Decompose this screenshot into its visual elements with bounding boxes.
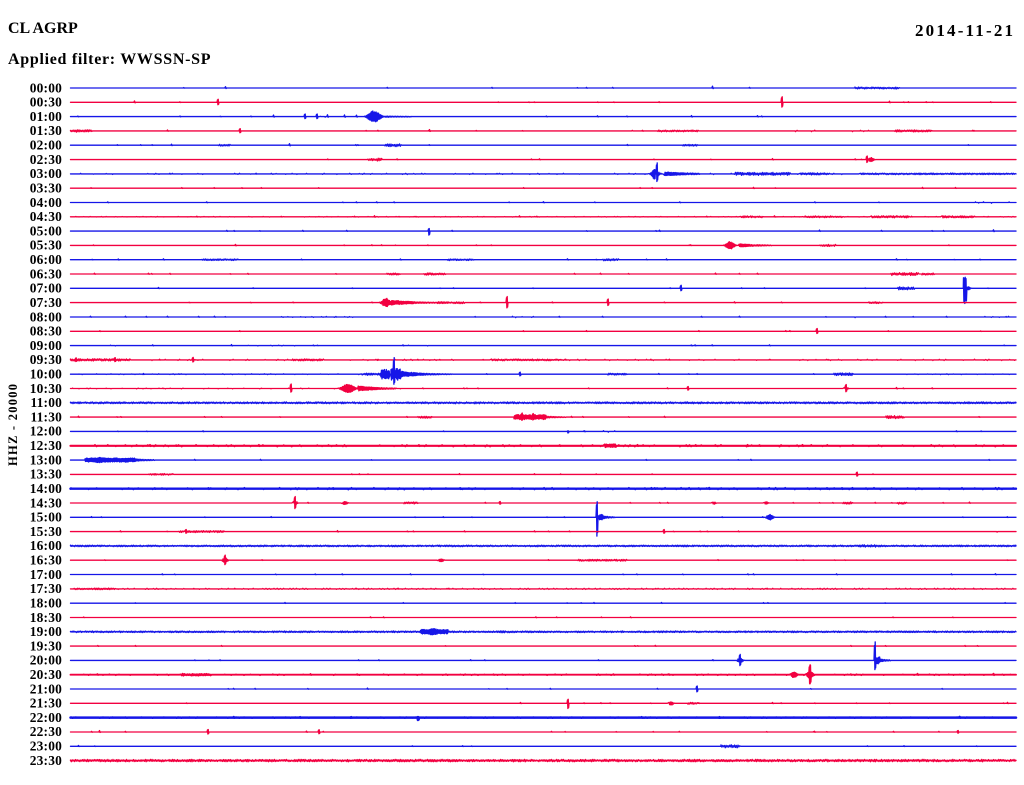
- svg-text:19:30: 19:30: [30, 638, 62, 653]
- svg-text:04:30: 04:30: [30, 209, 62, 224]
- svg-text:04:00: 04:00: [30, 195, 62, 210]
- svg-text:18:30: 18:30: [30, 610, 62, 625]
- svg-text:01:00: 01:00: [30, 109, 62, 124]
- svg-text:06:30: 06:30: [30, 266, 62, 281]
- svg-text:07:00: 07:00: [30, 281, 62, 296]
- svg-text:19:00: 19:00: [30, 624, 62, 639]
- svg-text:00:00: 00:00: [30, 80, 62, 95]
- svg-text:20:30: 20:30: [30, 667, 62, 682]
- svg-text:05:00: 05:00: [30, 223, 62, 238]
- svg-text:15:30: 15:30: [30, 524, 62, 539]
- svg-text:02:00: 02:00: [30, 138, 62, 153]
- svg-text:00:30: 00:30: [30, 95, 62, 110]
- svg-text:09:00: 09:00: [30, 338, 62, 353]
- svg-text:22:00: 22:00: [30, 710, 62, 725]
- svg-text:08:00: 08:00: [30, 309, 62, 324]
- svg-text:14:30: 14:30: [30, 495, 62, 510]
- svg-text:23:00: 23:00: [30, 739, 62, 754]
- svg-text:10:00: 10:00: [30, 367, 62, 382]
- svg-text:03:00: 03:00: [30, 166, 62, 181]
- svg-text:20:00: 20:00: [30, 653, 62, 668]
- svg-text:12:00: 12:00: [30, 424, 62, 439]
- svg-text:03:30: 03:30: [30, 181, 62, 196]
- svg-text:10:30: 10:30: [30, 381, 62, 396]
- svg-text:CL AGRP: CL AGRP: [8, 20, 78, 37]
- svg-text:11:30: 11:30: [30, 409, 62, 424]
- svg-text:07:30: 07:30: [30, 295, 62, 310]
- svg-text:05:30: 05:30: [30, 238, 62, 253]
- svg-text:17:30: 17:30: [30, 581, 62, 596]
- svg-text:11:00: 11:00: [30, 395, 62, 410]
- svg-text:13:00: 13:00: [30, 452, 62, 467]
- svg-text:16:00: 16:00: [30, 538, 62, 553]
- svg-text:13:30: 13:30: [30, 467, 62, 482]
- svg-text:02:30: 02:30: [30, 152, 62, 167]
- svg-text:21:30: 21:30: [30, 696, 62, 711]
- svg-text:21:00: 21:00: [30, 681, 62, 696]
- svg-text:17:00: 17:00: [30, 567, 62, 582]
- svg-text:22:30: 22:30: [30, 724, 62, 739]
- svg-text:12:30: 12:30: [30, 438, 62, 453]
- svg-text:23:30: 23:30: [30, 753, 62, 768]
- svg-text:16:30: 16:30: [30, 553, 62, 568]
- svg-text:18:00: 18:00: [30, 596, 62, 611]
- svg-text:08:30: 08:30: [30, 324, 62, 339]
- svg-text:01:30: 01:30: [30, 123, 62, 138]
- svg-text:09:30: 09:30: [30, 352, 62, 367]
- svg-text:Applied filter: WWSSN-SP: Applied filter: WWSSN-SP: [8, 51, 211, 68]
- svg-text:15:00: 15:00: [30, 510, 62, 525]
- svg-text:14:00: 14:00: [30, 481, 62, 496]
- svg-text:HHZ - 20000: HHZ - 20000: [6, 384, 20, 466]
- svg-text:06:00: 06:00: [30, 252, 62, 267]
